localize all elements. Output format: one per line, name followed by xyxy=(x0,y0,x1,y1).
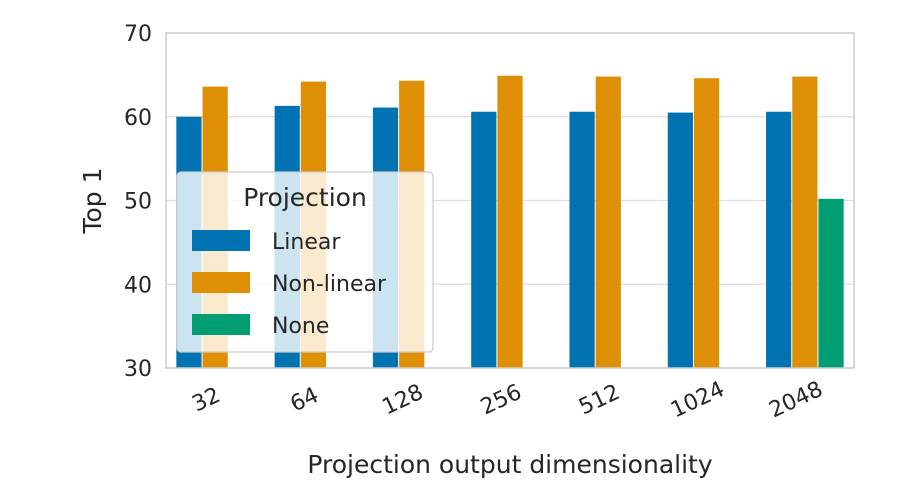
x-tick-label: 512 xyxy=(575,380,624,420)
x-tick-label: 32 xyxy=(188,383,224,417)
bar-non-linear-2048 xyxy=(792,76,818,369)
legend-swatch xyxy=(192,230,250,251)
bar-linear-512 xyxy=(569,111,595,368)
y-tick-label: 30 xyxy=(124,357,152,382)
legend-box xyxy=(176,171,434,353)
bar-non-linear-1024 xyxy=(693,78,720,368)
x-tick-label: 64 xyxy=(287,383,323,417)
x-tick-label: 1024 xyxy=(667,377,728,423)
legend-label: None xyxy=(272,314,329,339)
y-tick-label: 50 xyxy=(124,190,152,215)
legend-title: Projection xyxy=(243,183,367,212)
y-tick-label: 70 xyxy=(124,22,152,47)
x-tick-label: 128 xyxy=(379,380,428,420)
bar-non-linear-512 xyxy=(595,76,621,369)
bar-non-linear-256 xyxy=(497,75,523,369)
legend: Projection Linear Non-linear None xyxy=(176,171,434,353)
y-tick-label: 40 xyxy=(124,273,152,298)
y-axis-label: Top 1 xyxy=(78,167,107,234)
bar-linear-256 xyxy=(471,111,497,368)
bar-linear-2048 xyxy=(766,111,792,368)
legend-label: Linear xyxy=(272,230,341,255)
bar-none-2048 xyxy=(818,198,844,368)
legend-swatch xyxy=(192,314,250,335)
legend-label: Non-linear xyxy=(272,272,387,297)
x-tick-label: 256 xyxy=(477,380,526,420)
plot-frame xyxy=(165,32,855,369)
bar-linear-1024 xyxy=(667,112,693,368)
x-axis-label: Projection output dimensionality xyxy=(307,450,712,479)
y-tick-labels: 30 40 50 60 70 xyxy=(124,22,152,382)
x-tick-label: 2048 xyxy=(765,377,826,423)
legend-swatch xyxy=(192,272,250,293)
x-tick-labels: 32 64 128 256 512 1024 2048 xyxy=(188,377,826,423)
y-tick-label: 60 xyxy=(124,106,152,131)
